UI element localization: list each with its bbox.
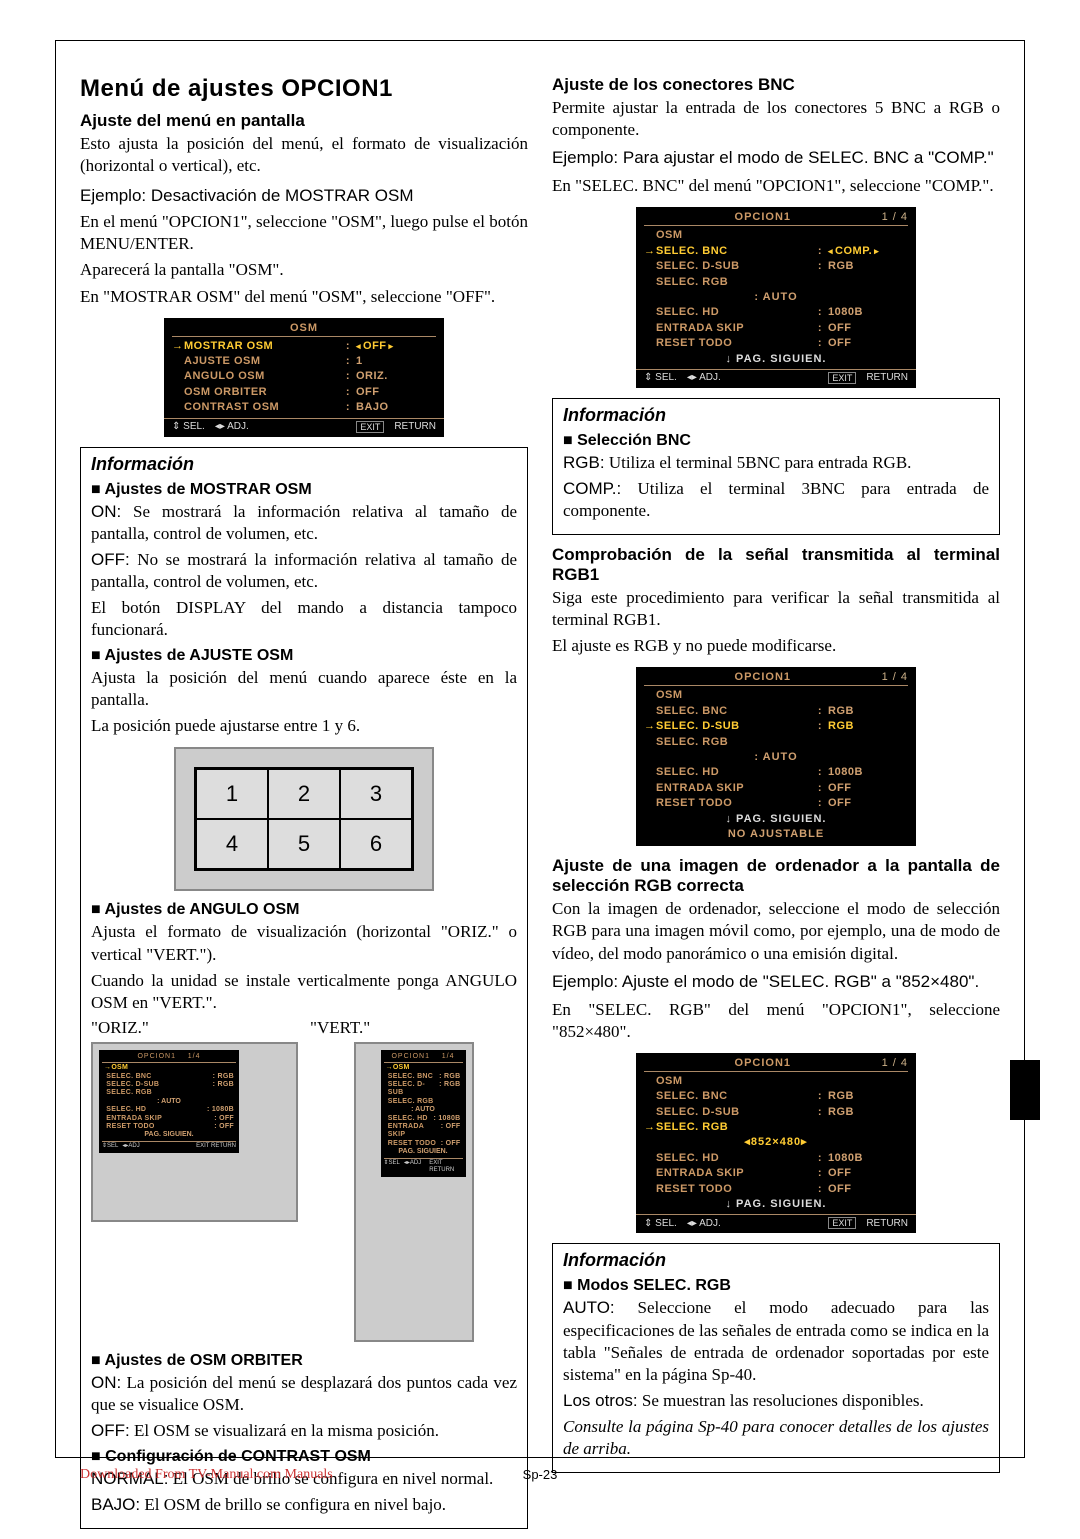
info-title-bnc: Información xyxy=(563,405,989,426)
label-on: ON: xyxy=(91,502,121,521)
content-columns: Menú de ajustes OPCION1 Ajuste del menú … xyxy=(80,75,1000,1539)
footer-page-number: Sp-23 xyxy=(523,1467,558,1482)
info-box-rgb: Información Modos SELEC. RGB AUTO: Selec… xyxy=(552,1243,1000,1473)
orbiter-on: ON: La posición del menú se desplazará d… xyxy=(91,1372,517,1416)
info-sub-angulo: Ajustes de ANGULO OSM xyxy=(91,901,517,919)
label-orbiter-on: ON: xyxy=(91,1373,121,1392)
orbiter-off: OFF: El OSM se visualizará en la misma p… xyxy=(91,1420,517,1442)
ajuste-p1: Ajusta la posición del menú cuando apare… xyxy=(91,667,517,711)
contrast-bajo: BAJO: El OSM de brillo se configura en n… xyxy=(91,1494,517,1516)
label-rgb-auto: AUTO: xyxy=(563,1298,615,1317)
mostrar-on: ON: Se mostrará la información relativa … xyxy=(91,501,517,545)
text-bajo: El OSM de brillo se configura en nivel b… xyxy=(140,1495,446,1514)
mini-osd-horiz: OPCION1 1/4→OSM SELEC. BNC: RGB SELEC. D… xyxy=(99,1050,239,1153)
info-title-left: Información xyxy=(91,454,517,475)
vert-col: "VERT." OPCION1 1/4→OSM SELEC. BNC: RGB … xyxy=(310,1018,517,1342)
grid-cell: 3 xyxy=(340,769,412,819)
oriz-label: "ORIZ." xyxy=(91,1018,298,1038)
vert-label: "VERT." xyxy=(310,1018,517,1038)
oriz-col: "ORIZ." OPCION1 1/4→OSM SELEC. BNC: RGB … xyxy=(91,1018,298,1342)
grid-cell: 6 xyxy=(340,819,412,869)
main-heading: Menú de ajustes OPCION1 xyxy=(80,75,528,103)
left-p2: Ejemplo: Desactivación de MOSTRAR OSM xyxy=(80,185,528,207)
bnc-comp: COMP.: Utiliza el terminal 3BNC para ent… xyxy=(563,478,989,522)
orientation-row: "ORIZ." OPCION1 1/4→OSM SELEC. BNC: RGB … xyxy=(91,1018,517,1342)
left-subheading-1: Ajuste del menú en pantalla xyxy=(80,111,528,131)
left-p3: En el menú "OPCION1", seleccione "OSM", … xyxy=(80,211,528,255)
right-p3: En "SELEC. BNC" del menú "OPCION1", sele… xyxy=(552,175,1000,197)
oriz-box: OPCION1 1/4→OSM SELEC. BNC: RGB SELEC. D… xyxy=(91,1042,298,1222)
rgb-auto: AUTO: Seleccione el modo adecuado para l… xyxy=(563,1297,989,1385)
grid-cell: 4 xyxy=(196,819,268,869)
ajuste-p2: La posición puede ajustarse entre 1 y 6. xyxy=(91,715,517,737)
right-h2: Comprobación de la señal transmitida al … xyxy=(552,545,1000,585)
mostrar-display: El botón DISPLAY del mando a distancia t… xyxy=(91,597,517,641)
info-box-bnc: Información Selección BNC RGB: Utiliza e… xyxy=(552,398,1000,535)
label-rgb-otros: Los otros: xyxy=(563,1391,638,1410)
right-p1: Permite ajustar la entrada de los conect… xyxy=(552,97,1000,141)
vert-box: OPCION1 1/4→OSM SELEC. BNC: RGB SELEC. D… xyxy=(354,1042,474,1342)
right-h3: Ajuste de una imagen de ordenador a la p… xyxy=(552,856,1000,896)
left-column: Menú de ajustes OPCION1 Ajuste del menú … xyxy=(80,75,528,1539)
left-p1: Esto ajusta la posición del menú, el for… xyxy=(80,133,528,177)
left-p4: Aparecerá la pantalla "OSM". xyxy=(80,259,528,281)
position-grid: 123 456 xyxy=(174,747,434,891)
text-orbiter-on: La posición del menú se desplazará dos p… xyxy=(91,1373,517,1414)
label-off: OFF: xyxy=(91,550,130,569)
grid-cell: 1 xyxy=(196,769,268,819)
mini-osd-vert: OPCION1 1/4→OSM SELEC. BNC: RGB SELEC. D… xyxy=(381,1050,466,1177)
text-bnc-comp: Utiliza el terminal 3BNC para entrada de… xyxy=(563,479,989,520)
info-sub-rgb: Modos SELEC. RGB xyxy=(563,1277,989,1295)
text-off: No se mostrará la información relativa a… xyxy=(91,550,517,591)
right-p5: El ajuste es RGB y no puede modificarse. xyxy=(552,635,1000,657)
text-bnc-rgb: Utiliza el terminal 5BNC para entrada RG… xyxy=(605,453,912,472)
grid-cell: 2 xyxy=(268,769,340,819)
text-rgb-auto: Seleccione el modo adecuado para las esp… xyxy=(563,1298,989,1383)
page-footer: Downloaded From TV-Manual.com Manuals Sp… xyxy=(80,1467,1000,1483)
osd-dsub-panel: OPCION11 / 4OSMSELEC. BNC:RGB→SELEC. D-S… xyxy=(636,667,916,846)
side-tab xyxy=(1010,1060,1040,1120)
left-p5: En "MOSTRAR OSM" del menú "OSM", selecci… xyxy=(80,286,528,308)
label-orbiter-off: OFF: xyxy=(91,1421,130,1440)
info-sub-mostrar: Ajustes de MOSTRAR OSM xyxy=(91,481,517,499)
mostrar-off: OFF: No se mostrará la información relat… xyxy=(91,549,517,593)
label-bajo: BAJO: xyxy=(91,1495,140,1514)
info-sub-contrast: Configuración de CONTRAST OSM xyxy=(91,1448,517,1466)
info-box-left: Información Ajustes de MOSTRAR OSM ON: S… xyxy=(80,447,528,1530)
angulo-p1: Ajusta el formato de visualización (hori… xyxy=(91,921,517,965)
right-p7: Ejemplo: Ajuste el modo de "SELEC. RGB" … xyxy=(552,971,1000,993)
right-p8: En "SELEC. RGB" del menú "OPCION1", sele… xyxy=(552,999,1000,1043)
info-sub-orbiter: Ajustes de OSM ORBITER xyxy=(91,1352,517,1370)
osd-osm-panel: OSM→MOSTRAR OSM:OFFAJUSTE OSM:1ANGULO OS… xyxy=(164,318,444,437)
angulo-p2: Cuando la unidad se instale verticalment… xyxy=(91,970,517,1014)
right-column: Ajuste de los conectores BNC Permite aju… xyxy=(552,75,1000,1539)
info-title-rgb: Información xyxy=(563,1250,989,1271)
label-bnc-comp: COMP.: xyxy=(563,479,621,498)
grid-cell: 5 xyxy=(268,819,340,869)
label-bnc-rgb: RGB: xyxy=(563,453,605,472)
rgb-otros: Los otros: Se muestran las resoluciones … xyxy=(563,1390,989,1412)
right-p2: Ejemplo: Para ajustar el modo de SELEC. … xyxy=(552,147,1000,169)
info-sub-ajuste: Ajustes de AJUSTE OSM xyxy=(91,647,517,665)
rgb-note: Consulte la página Sp-40 para conocer de… xyxy=(563,1416,989,1460)
right-p4: Siga este procedimiento para verificar l… xyxy=(552,587,1000,631)
osd-rgb-panel: OPCION11 / 4OSMSELEC. BNC:RGBSELEC. D-SU… xyxy=(636,1053,916,1234)
text-orbiter-off: El OSM se visualizará en la misma posici… xyxy=(130,1421,439,1440)
text-on: Se mostrará la información relativa al t… xyxy=(91,502,517,543)
osd-bnc-panel: OPCION11 / 4OSM→SELEC. BNC:COMP.SELEC. D… xyxy=(636,207,916,388)
info-sub-bnc: Selección BNC xyxy=(563,432,989,450)
right-h1: Ajuste de los conectores BNC xyxy=(552,75,1000,95)
text-rgb-otros: Se muestran las resoluciones disponibles… xyxy=(638,1391,924,1410)
right-p6: Con la imagen de ordenador, seleccione e… xyxy=(552,898,1000,964)
bnc-rgb: RGB: Utiliza el terminal 5BNC para entra… xyxy=(563,452,989,474)
